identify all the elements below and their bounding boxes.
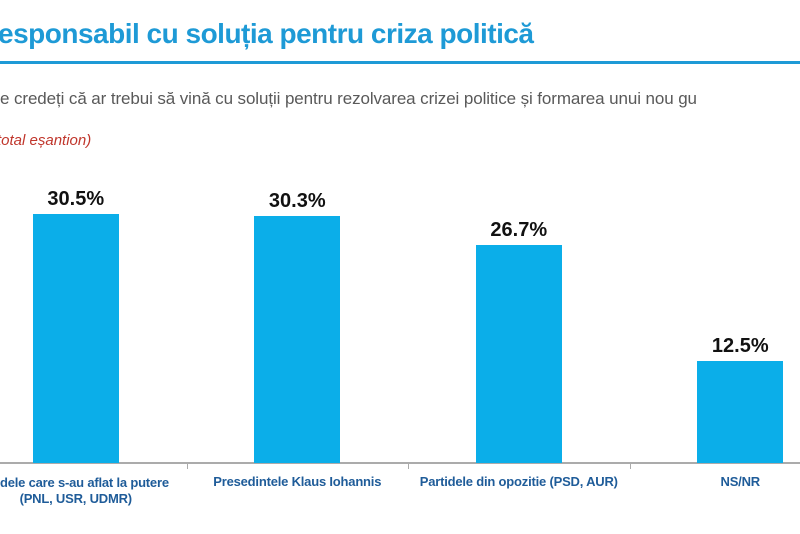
x-axis-line [0, 462, 800, 464]
page-title: esponsabil cu soluția pentru criza polit… [0, 18, 534, 49]
value-label-2: 26.7% [490, 219, 548, 241]
bar-0 [32, 214, 119, 463]
axis-tick-1 [186, 463, 188, 469]
category-label-1: Presedintele Klaus Iohannis [213, 474, 382, 489]
category-label-3: NS/NR [720, 474, 761, 489]
bar-2 [475, 245, 562, 463]
axis-tick-3 [629, 463, 631, 469]
survey-question-text: e credeți că ar trebui să vină cu soluți… [0, 89, 697, 108]
value-label-1: 30.3% [268, 190, 326, 212]
category-label-0-line-1: (PNL, USR, UDMR) [19, 491, 133, 506]
axis-tick-2 [408, 463, 409, 469]
category-label-0-line-0: dele care s-au aflat la putere [0, 475, 169, 490]
title-underline [0, 61, 800, 64]
sample-note: total eșantion) [0, 132, 92, 149]
bar-3 [697, 361, 784, 463]
category-label-2: Partidele din opozitie (PSD, AUR) [419, 474, 618, 489]
value-label-3: 12.5% [711, 335, 769, 357]
value-label-0: 30.5% [47, 188, 105, 210]
bar-1 [254, 216, 341, 463]
